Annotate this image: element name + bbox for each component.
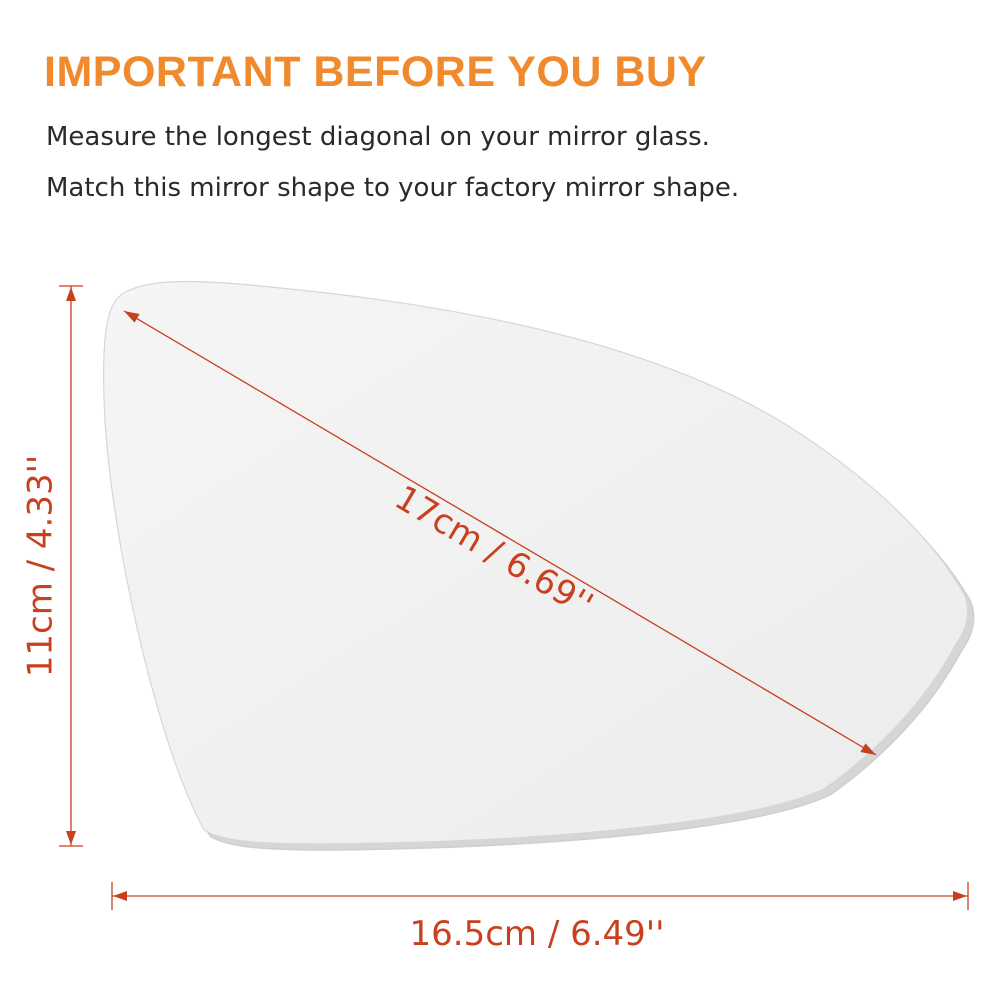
diagonal-dimension bbox=[123, 310, 877, 756]
width-arrow-right-icon bbox=[953, 891, 967, 901]
instructions-list: Measure the longest diagonal on your mir… bbox=[46, 112, 739, 214]
width-arrow-left-icon bbox=[113, 891, 127, 901]
instruction-measure-diagonal: Measure the longest diagonal on your mir… bbox=[46, 122, 710, 152]
width-label: 16.5cm / 6.49'' bbox=[410, 914, 665, 954]
diagonal-arrow-start-icon bbox=[124, 311, 140, 323]
height-arrow-top-icon bbox=[66, 287, 76, 301]
instruction-match-shape: Match this mirror shape to your factory … bbox=[46, 173, 740, 203]
diagonal-arrow-end-icon bbox=[860, 743, 876, 755]
width-dimension bbox=[111, 882, 969, 910]
height-dimension bbox=[59, 285, 83, 847]
height-arrow-bottom-icon bbox=[66, 831, 76, 845]
height-label: 11cm / 4.33'' bbox=[21, 455, 61, 678]
page-title: IMPORTANT BEFORE YOU BUY bbox=[44, 48, 707, 96]
mirror-glass bbox=[103, 280, 969, 845]
